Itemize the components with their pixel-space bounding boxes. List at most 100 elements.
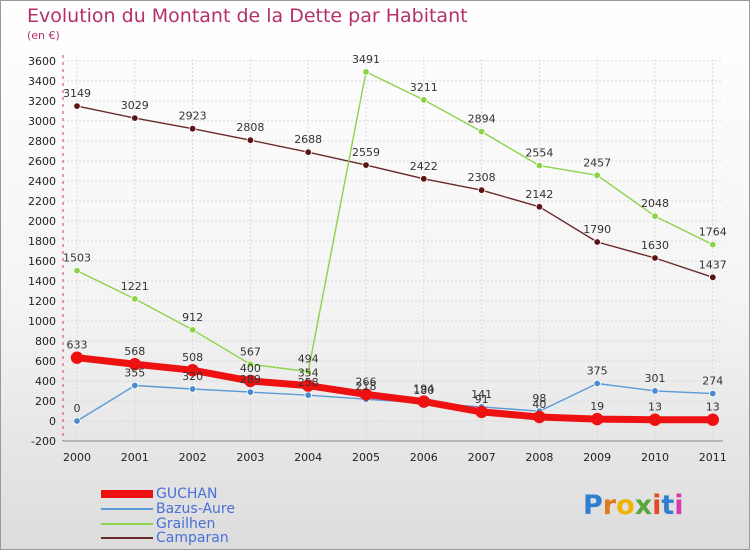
data-point-grailhen <box>304 367 312 376</box>
y-tick-label: 2600 <box>28 155 56 168</box>
data-label-grailhen: 2894 <box>468 113 496 126</box>
data-point-bazus-aure <box>73 417 81 425</box>
data-point-grailhen <box>535 161 544 170</box>
logo-letter: i <box>674 490 684 521</box>
x-tick-label: 2009 <box>583 451 611 464</box>
data-label-camparan: 1437 <box>699 258 727 271</box>
data-label-guchan: 40 <box>532 398 546 411</box>
data-point-grailhen <box>593 171 601 179</box>
data-label-guchan: 400 <box>240 362 261 375</box>
legend-swatch-bazus-aure <box>101 508 153 510</box>
data-point-bazus-aure <box>593 379 601 388</box>
data-point-guchan <box>648 413 662 426</box>
y-tick-label: 1200 <box>28 295 56 308</box>
x-tick-label: 2006 <box>410 451 438 464</box>
data-label-camparan: 2142 <box>525 188 553 201</box>
x-tick-label: 2007 <box>468 451 496 464</box>
data-point-guchan <box>591 412 604 426</box>
data-point-guchan <box>302 379 315 392</box>
data-label-camparan: 1630 <box>641 239 669 252</box>
data-label-guchan: 266 <box>356 375 377 388</box>
data-label-bazus-aure: 218 <box>356 380 377 393</box>
data-label-bazus-aure: 289 <box>240 373 261 386</box>
y-tick-label: 400 <box>35 375 56 388</box>
data-point-camparan <box>73 102 81 110</box>
data-label-camparan: 2923 <box>179 110 207 123</box>
data-label-guchan: 354 <box>298 367 319 380</box>
legend-label-guchan: GUCHAN <box>156 486 218 502</box>
y-tick-label: 3600 <box>28 55 56 68</box>
logo-letter: t <box>661 490 675 521</box>
data-point-grailhen <box>131 295 139 303</box>
data-point-camparan <box>651 254 659 262</box>
data-label-grailhen: 2048 <box>641 197 669 210</box>
x-tick-label: 2008 <box>525 451 553 464</box>
legend-item-camparan: Camparan <box>101 530 229 546</box>
data-point-bazus-aure <box>188 385 197 393</box>
data-label-bazus-aure: 98 <box>532 392 546 405</box>
data-label-grailhen: 1221 <box>121 280 149 293</box>
y-tick-label: 600 <box>35 355 56 368</box>
data-label-bazus-aure: 301 <box>645 372 666 385</box>
x-tick-label: 2010 <box>641 451 669 464</box>
data-label-guchan: 13 <box>706 401 720 414</box>
data-label-grailhen: 3211 <box>410 81 438 94</box>
data-point-bazus-aure <box>651 387 659 395</box>
data-point-camparan <box>131 114 139 122</box>
data-point-guchan <box>417 395 430 408</box>
data-point-guchan <box>128 358 141 371</box>
data-label-grailhen: 1764 <box>699 226 727 239</box>
data-point-guchan <box>244 374 257 388</box>
data-point-bazus-aure <box>304 391 312 399</box>
x-tick-label: 2011 <box>699 451 727 464</box>
data-point-camparan <box>362 161 370 169</box>
legend-swatch-guchan <box>101 490 153 498</box>
legend-swatch-grailhen <box>101 523 153 525</box>
data-label-grailhen: 567 <box>240 345 261 358</box>
data-point-guchan <box>359 388 373 401</box>
data-label-layer: 3149 3029 2923 2808 2688 2559 2422 2308 2142 1790… <box>63 53 727 415</box>
data-point-camparan <box>593 238 601 246</box>
data-point-guchan <box>533 410 546 424</box>
x-tick-label: 2005 <box>352 451 380 464</box>
y-tick-label: 2400 <box>28 175 56 188</box>
data-point-grailhen <box>709 240 717 249</box>
x-tick-label: 2000 <box>63 451 91 464</box>
data-label-guchan: 91 <box>475 393 489 406</box>
data-point-camparan <box>188 124 197 133</box>
legend-label-bazus-aure: Bazus-Aure <box>156 501 235 517</box>
data-label-grailhen: 2554 <box>525 147 553 160</box>
y-tick-label: 2200 <box>28 195 56 208</box>
legend-swatch-camparan <box>101 537 153 539</box>
data-label-camparan: 3149 <box>63 87 91 100</box>
legend-item-guchan: GUCHAN <box>101 486 218 502</box>
data-label-bazus-aure: 274 <box>702 375 723 388</box>
grid-layer <box>63 59 723 442</box>
data-point-camparan <box>246 136 255 144</box>
series-line-bazus-aure <box>76 382 714 422</box>
data-label-camparan: 2308 <box>468 171 496 184</box>
chart-unit-subtitle: (en €) <box>27 29 60 42</box>
y-tick-label: 800 <box>35 335 56 348</box>
chart-title: Evolution du Montant de la Dette par Hab… <box>27 5 468 27</box>
data-label-bazus-aure: 375 <box>587 365 608 378</box>
y-tick-label: 3400 <box>28 75 56 88</box>
data-point-camparan <box>535 203 544 211</box>
data-point-grailhen <box>188 326 197 334</box>
data-label-grailhen: 494 <box>298 353 319 366</box>
data-label-guchan: 13 <box>648 401 662 414</box>
y-tick-label: 2000 <box>28 215 56 228</box>
data-label-grailhen: 2457 <box>583 156 611 169</box>
data-point-guchan <box>186 364 199 377</box>
y-tick-label: 1600 <box>28 255 56 268</box>
legend-label-grailhen: Grailhen <box>156 516 216 532</box>
data-label-grailhen: 912 <box>182 311 203 324</box>
y-tick-label: 3000 <box>28 115 56 128</box>
legend-item-grailhen: Grailhen <box>101 516 216 532</box>
data-label-guchan: 19 <box>590 400 604 413</box>
data-point-bazus-aure <box>709 389 717 398</box>
data-point-grailhen <box>420 96 428 104</box>
data-point-guchan <box>475 405 488 419</box>
